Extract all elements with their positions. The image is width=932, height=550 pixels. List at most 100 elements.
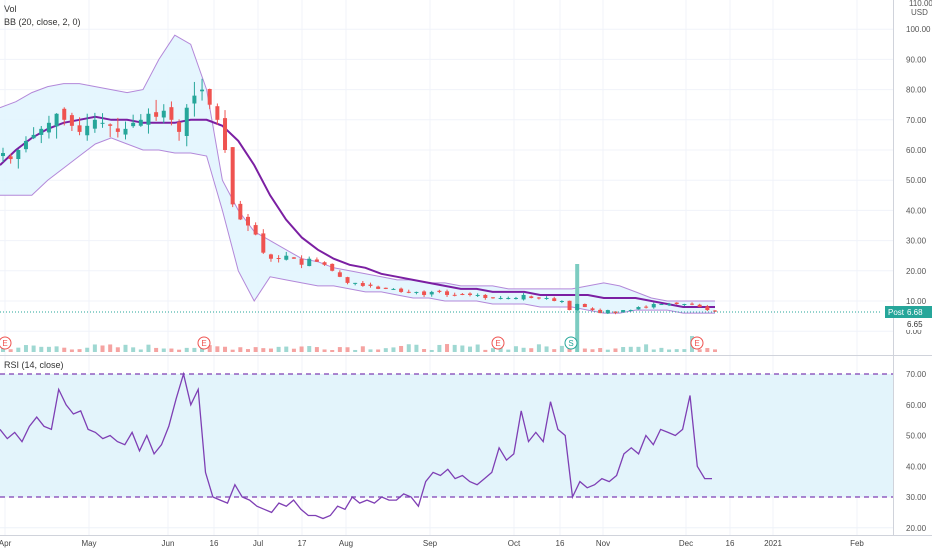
time-tick-label: 16 xyxy=(726,539,735,548)
volume-bar xyxy=(123,344,128,352)
candle-body xyxy=(115,128,120,132)
candle-body xyxy=(46,122,51,133)
volume-bar xyxy=(184,347,189,352)
earnings-event-marker[interactable]: E xyxy=(197,336,211,350)
volume-bar xyxy=(1,346,5,352)
candle-body xyxy=(100,122,105,124)
candle-body xyxy=(268,254,273,259)
candle-body xyxy=(353,282,358,284)
volume-bar xyxy=(115,347,120,352)
candle-body xyxy=(8,156,13,160)
split-event-marker[interactable]: S xyxy=(564,336,578,350)
volume-bar xyxy=(291,348,296,352)
candle-body xyxy=(291,257,296,259)
volume-bar xyxy=(245,349,250,352)
rsi-tick-label: 70.00 xyxy=(906,370,927,379)
volume-bar xyxy=(613,348,618,352)
bb-basis-line xyxy=(0,115,715,308)
candle-body xyxy=(85,125,90,136)
volume-bar xyxy=(85,347,90,352)
volume-bar xyxy=(605,349,610,352)
legend-vol[interactable]: Vol xyxy=(4,4,17,14)
price-tick-label: 70.00 xyxy=(906,116,927,125)
time-tick-label: Jun xyxy=(162,539,175,548)
volume-bar xyxy=(628,346,633,352)
candle-body xyxy=(567,300,572,311)
volume-bar xyxy=(23,345,28,352)
volume-bar xyxy=(498,346,503,352)
volume-bar xyxy=(644,344,649,352)
candle-body xyxy=(705,306,710,311)
volume-bar xyxy=(54,346,59,352)
volume-bar xyxy=(460,345,465,352)
candle-body xyxy=(77,125,82,132)
candle-body xyxy=(276,258,281,260)
volume-bar xyxy=(314,347,319,352)
time-tick-label: Oct xyxy=(508,539,521,548)
earnings-event-marker[interactable]: E xyxy=(491,336,505,350)
volume-bar xyxy=(230,349,235,352)
volume-bar xyxy=(268,348,273,352)
time-tick-label: 17 xyxy=(298,539,307,548)
candle-body xyxy=(376,286,381,289)
rsi-band-fill xyxy=(0,374,893,497)
price-axis-ticks: 100.00 90.00 80.00 70.00 60.00 50.00 40.00 30.0… xyxy=(906,25,931,336)
volume-bar xyxy=(445,344,450,352)
candle-body xyxy=(628,310,633,312)
time-tick-label: Feb xyxy=(850,539,864,548)
svg-text:E: E xyxy=(201,339,206,348)
candle-body xyxy=(713,310,717,312)
candle-body xyxy=(31,134,36,139)
volume-bar xyxy=(161,348,166,352)
earnings-event-marker[interactable]: E xyxy=(0,336,12,350)
candle-body xyxy=(307,258,312,267)
candle-body xyxy=(445,291,450,295)
volume-bar xyxy=(391,347,396,352)
candle-body xyxy=(651,304,656,308)
last-price-badge: 6.65 xyxy=(904,318,932,330)
candle-body xyxy=(468,293,473,295)
volume-bar xyxy=(276,346,281,352)
candle-body xyxy=(192,95,197,104)
candle-body xyxy=(1,153,5,157)
legend-rsi[interactable]: RSI (14, close) xyxy=(4,360,64,370)
candle-body xyxy=(506,297,511,300)
candle-body xyxy=(69,115,74,126)
volume-bar xyxy=(69,349,74,352)
candle-body xyxy=(475,294,480,296)
svg-text:S: S xyxy=(568,339,573,348)
volume-bar xyxy=(253,347,258,352)
legend-bb[interactable]: BB (20, close, 2, 0) xyxy=(4,17,81,27)
volume-bar xyxy=(422,348,427,352)
volume-bar xyxy=(621,347,626,352)
volume-bar xyxy=(468,346,473,352)
volume-bar xyxy=(345,347,350,352)
volume-bar xyxy=(598,348,603,352)
earnings-event-marker[interactable]: E xyxy=(690,336,704,350)
time-tick-label: Dec xyxy=(679,539,693,548)
volume-bar xyxy=(521,347,526,352)
candle-body xyxy=(559,301,564,302)
volume-bar xyxy=(536,344,541,352)
price-axis-top-label: 110.00 xyxy=(909,0,932,8)
volume-bar xyxy=(223,346,228,352)
candle-body xyxy=(253,225,258,235)
candle-body xyxy=(674,302,679,305)
svg-text:E: E xyxy=(495,339,500,348)
volume-bar xyxy=(406,344,411,352)
candle-body xyxy=(536,297,541,299)
candle-body xyxy=(92,119,97,129)
candle-body xyxy=(62,108,67,120)
volume-bar xyxy=(215,346,220,352)
currency-label[interactable]: USD xyxy=(911,8,928,17)
volume-bar xyxy=(368,349,373,352)
candle-body xyxy=(399,288,404,292)
candle-body xyxy=(245,216,250,226)
candle-body xyxy=(177,122,182,132)
candle-body xyxy=(284,255,289,260)
candle-body xyxy=(131,122,136,127)
volume-bar xyxy=(437,344,442,352)
volume-bar xyxy=(299,346,304,352)
candle-body xyxy=(498,297,503,299)
